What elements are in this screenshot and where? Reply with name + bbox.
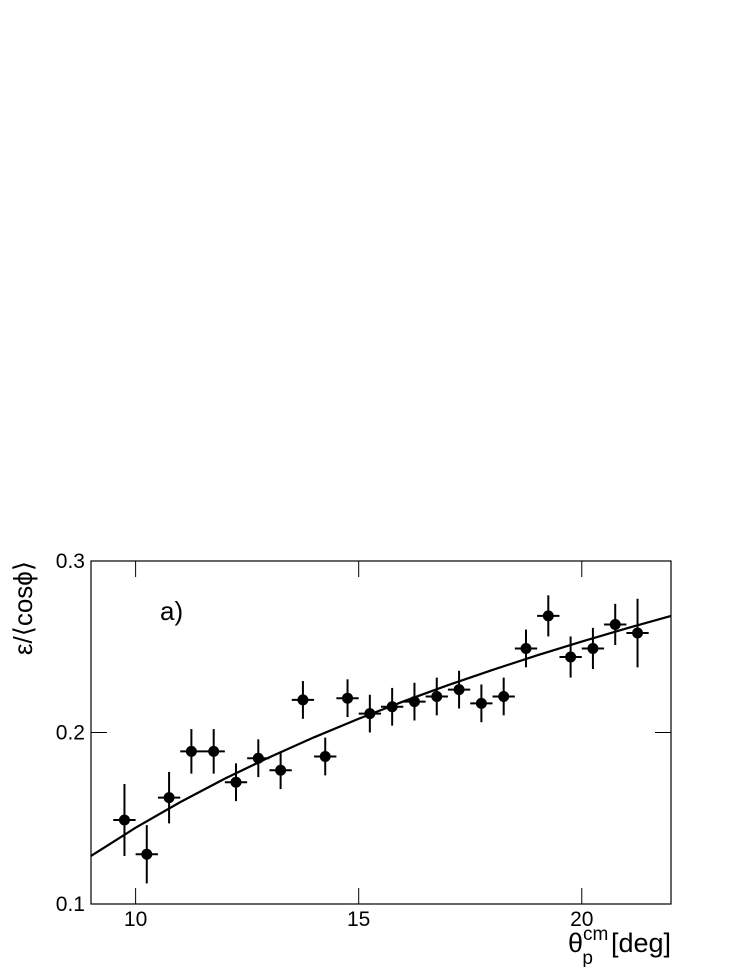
data-point [431, 690, 443, 702]
x-tick-label: 20 [570, 908, 593, 931]
y-tick-label: 0.2 [56, 722, 85, 745]
data-point [453, 684, 465, 696]
data-point [565, 651, 577, 663]
data-point [342, 692, 354, 704]
y-axis-label: ε/⟨cosϕ⟩ [8, 561, 38, 655]
x-tick-label: 15 [347, 908, 370, 931]
data-point [141, 848, 153, 860]
x-label-sub: p [582, 948, 593, 967]
data-point [498, 690, 510, 702]
data-point [297, 694, 309, 706]
data-point [587, 642, 599, 654]
data-point [386, 701, 398, 713]
data-point [319, 751, 331, 763]
y-tick-label: 0.3 [56, 550, 85, 573]
data-point [163, 792, 175, 804]
data-point [230, 776, 242, 788]
data-point [275, 764, 287, 776]
data-point [632, 627, 644, 639]
y-tick-label: 0.1 [56, 893, 85, 916]
data-point [520, 642, 532, 654]
data-point [542, 610, 554, 622]
data-point [185, 745, 197, 757]
fit-curve [90, 614, 672, 857]
data-point [609, 618, 621, 630]
data-point [475, 697, 487, 709]
data-point [208, 745, 220, 757]
data-point [252, 752, 264, 764]
x-axis-label: θcm p [deg] [568, 924, 671, 967]
annotation: a) [160, 596, 183, 626]
x-label-symbol: θ [568, 928, 583, 958]
data-point [364, 708, 376, 720]
data-point [118, 814, 130, 826]
x-label-sup: cm [583, 924, 608, 945]
x-label-unit: [deg] [611, 928, 671, 958]
x-tick-label: 10 [124, 908, 147, 931]
data-point [408, 696, 420, 708]
